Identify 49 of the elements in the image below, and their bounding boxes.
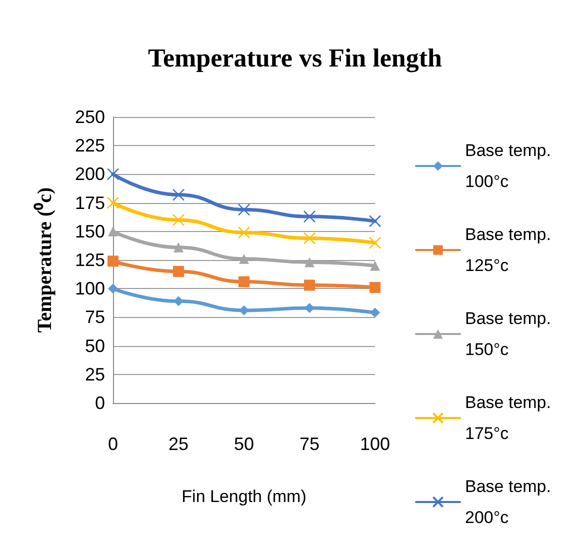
y-tick-label: 225 xyxy=(74,136,105,156)
point xyxy=(368,236,382,249)
point xyxy=(238,276,250,288)
y-tick-label: 50 xyxy=(84,336,105,356)
point xyxy=(238,204,250,216)
point xyxy=(108,256,118,267)
point xyxy=(173,266,184,277)
point xyxy=(368,214,382,228)
x-tick-label: 75 xyxy=(299,434,320,454)
point xyxy=(174,242,184,252)
y-tick-label: 125 xyxy=(74,250,105,270)
x-axis-title: Fin Length (mm) xyxy=(182,487,306,506)
chart-title: Temperature vs Fin length xyxy=(148,44,443,72)
point xyxy=(303,210,316,223)
point xyxy=(238,226,250,239)
point xyxy=(304,280,315,291)
point xyxy=(304,257,314,268)
y-tick-label: 100 xyxy=(74,278,105,299)
y-tick-label: 250 xyxy=(74,107,105,127)
point xyxy=(106,168,120,180)
point xyxy=(174,296,184,306)
x-tick-label: 0 xyxy=(108,434,118,454)
legend-label: Base temp. 100°c xyxy=(465,141,556,191)
y-tick-label: 25 xyxy=(84,364,105,384)
x-tick-label: 25 xyxy=(168,434,189,454)
point xyxy=(370,308,380,318)
point xyxy=(172,214,185,226)
y-tick-label: 175 xyxy=(74,192,105,213)
point xyxy=(239,254,249,264)
legend-label: Base temp. 125°c xyxy=(465,225,556,275)
legend-label: Base temp. 150°c xyxy=(465,309,556,359)
point xyxy=(303,232,316,244)
point xyxy=(106,196,120,209)
x-tick-label: 100 xyxy=(360,434,390,454)
legend-label: Base temp. 200°c xyxy=(465,477,556,527)
y-axis-title: Temperature (⁰c) xyxy=(33,187,56,333)
point xyxy=(370,260,380,271)
y-tick-label: 75 xyxy=(84,307,105,328)
y-tick-label: 150 xyxy=(74,221,105,242)
point xyxy=(304,303,314,314)
legend-label: Base temp. 175°c xyxy=(465,393,556,443)
point xyxy=(370,282,380,293)
point xyxy=(108,284,118,294)
x-tick-label: 50 xyxy=(234,434,254,454)
y-tick-label: 200 xyxy=(74,164,105,184)
point xyxy=(172,188,185,201)
y-tick-label: 0 xyxy=(94,393,105,413)
point xyxy=(239,305,249,316)
point xyxy=(108,226,118,236)
